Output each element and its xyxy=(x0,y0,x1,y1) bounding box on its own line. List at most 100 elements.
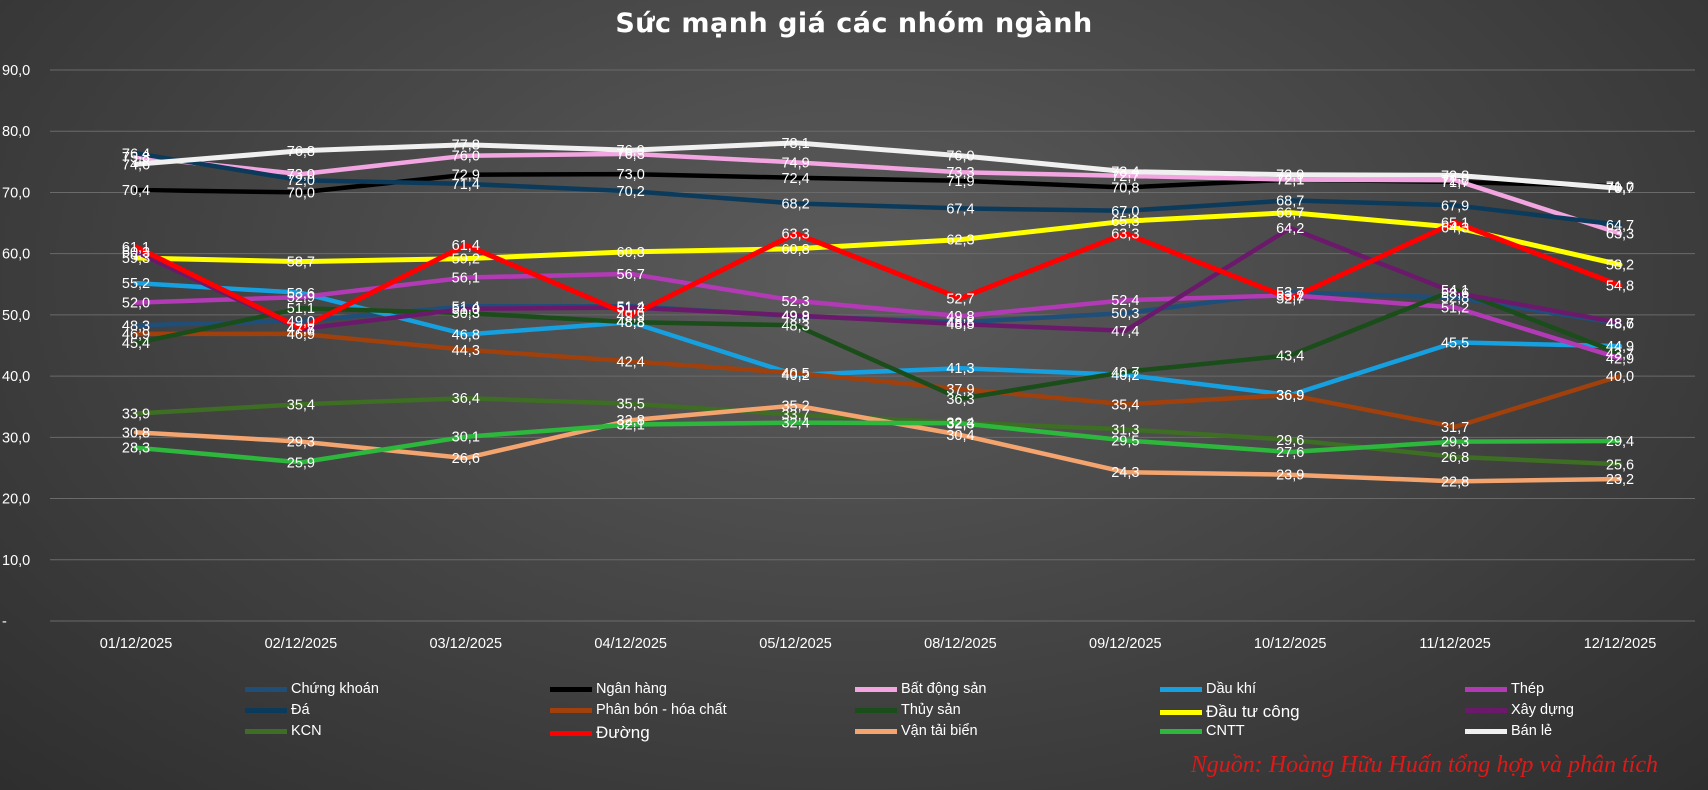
data-label: 36,4 xyxy=(452,391,480,407)
data-label: 51,2 xyxy=(617,301,645,317)
data-label: 33,9 xyxy=(122,406,150,422)
data-label: 51,1 xyxy=(287,301,315,317)
data-label: 52,3 xyxy=(781,294,809,310)
data-label: 24,3 xyxy=(1111,465,1139,481)
data-label: 35,4 xyxy=(1111,397,1139,413)
data-label: 47,7 xyxy=(287,322,315,338)
data-label: 32,4 xyxy=(946,416,974,432)
data-label: 44,9 xyxy=(1606,339,1634,355)
data-label: 70,2 xyxy=(617,184,645,200)
data-label: 58,2 xyxy=(1606,258,1634,274)
data-label: 40,5 xyxy=(781,366,809,382)
legend-item: Chứng khoán xyxy=(245,681,379,697)
data-label: 60,3 xyxy=(617,245,645,261)
y-tick-label: 50,0 xyxy=(2,308,30,324)
data-label: 76,0 xyxy=(452,149,480,165)
series-line xyxy=(133,280,1623,398)
data-label: 64,3 xyxy=(1441,220,1469,236)
data-label: 32,1 xyxy=(617,417,645,433)
data-label: 65,3 xyxy=(1111,214,1139,230)
data-label: 48,3 xyxy=(781,318,809,334)
data-label: 41,3 xyxy=(946,361,974,377)
legend-swatch xyxy=(1160,709,1202,715)
legend-label: Bất động sản xyxy=(901,681,987,697)
data-label: 68,7 xyxy=(1276,193,1304,209)
data-label: 52,0 xyxy=(122,296,150,312)
y-tick-label: 70,0 xyxy=(2,185,30,201)
legend-swatch xyxy=(1160,686,1202,692)
data-label: 61,1 xyxy=(122,240,150,256)
data-label: 47,4 xyxy=(1111,324,1139,340)
data-label: 31,3 xyxy=(1111,422,1139,438)
data-label: 32,4 xyxy=(781,416,809,432)
data-label: 43,7 xyxy=(1606,346,1634,362)
legend-label: Thép xyxy=(1511,681,1545,697)
data-label: 35,5 xyxy=(617,397,645,413)
data-label: 53,2 xyxy=(1276,288,1304,304)
x-tick-label: 01/12/2025 xyxy=(100,636,173,652)
data-label: 73,3 xyxy=(946,165,974,181)
data-label: 42,4 xyxy=(617,354,645,370)
data-label: 52,8 xyxy=(1441,291,1469,307)
data-label: 48,3 xyxy=(122,318,150,334)
data-label: 48,5 xyxy=(946,317,974,333)
data-label: 36,9 xyxy=(1276,388,1304,404)
legend-swatch xyxy=(1465,686,1507,692)
y-tick-label: - xyxy=(2,614,7,630)
data-label: 23,2 xyxy=(1606,472,1634,488)
data-label: 43,4 xyxy=(1276,348,1304,364)
data-label: 26,6 xyxy=(452,451,480,467)
data-label: 42,9 xyxy=(1606,351,1634,367)
legend-item: Bất động sản xyxy=(855,681,986,697)
data-label: 29,5 xyxy=(1111,433,1139,449)
data-label: 56,1 xyxy=(452,271,480,287)
data-label: 29,4 xyxy=(1606,434,1634,450)
legend-item: KCN xyxy=(245,723,322,739)
legend-item: Ngân hàng xyxy=(550,681,667,697)
data-label: 67,4 xyxy=(946,201,974,217)
legend-item: Thép xyxy=(1465,681,1544,697)
data-label: 30,8 xyxy=(122,425,150,441)
line-chart-plot: - 10,0 20,0 30,0 40,0 50,0 60,0 70,0 80,0 90,0 01/… xyxy=(2,63,1695,652)
data-label: 72,7 xyxy=(1111,169,1139,185)
legend-item: Dầu khí xyxy=(1160,681,1256,697)
data-label: 33,7 xyxy=(781,408,809,424)
y-tick-label: 60,0 xyxy=(2,247,30,263)
data-label: 71,4 xyxy=(452,177,480,193)
data-label: 72,4 xyxy=(781,171,809,187)
data-label: 70,8 xyxy=(1111,181,1139,197)
legend-swatch xyxy=(550,686,592,692)
series-line xyxy=(133,420,1623,465)
data-label: 58,7 xyxy=(287,255,315,271)
data-label: 31,7 xyxy=(1441,420,1469,436)
legend-swatch xyxy=(245,707,287,713)
legend-item: Đá xyxy=(245,702,310,718)
data-label: 71,7 xyxy=(1441,175,1469,191)
y-tick-label: 90,0 xyxy=(2,63,30,79)
data-label: 53,6 xyxy=(287,286,315,302)
data-label: 72,8 xyxy=(1441,168,1469,184)
x-tick-label: 08/12/2025 xyxy=(924,636,997,652)
data-label: 40,0 xyxy=(1606,369,1634,385)
data-label: 66,7 xyxy=(1276,206,1304,222)
data-label: 72,1 xyxy=(1276,173,1304,189)
x-tick-label: 11/12/2025 xyxy=(1419,636,1491,652)
data-label: 56,7 xyxy=(617,267,645,283)
data-label: 36,9 xyxy=(1276,388,1304,404)
data-label: 71,0 xyxy=(1606,179,1634,195)
legend-label: CNTT xyxy=(1206,723,1245,739)
legend-swatch xyxy=(855,728,897,734)
data-label: 55,2 xyxy=(122,276,150,292)
data-label: 73,4 xyxy=(1111,165,1139,181)
legend-label: Dầu khí xyxy=(1206,681,1256,697)
data-label: 46,9 xyxy=(122,327,150,343)
data-label: 32,3 xyxy=(946,416,974,432)
data-label: 71,9 xyxy=(946,174,974,190)
legend-swatch xyxy=(245,686,287,692)
data-label: 48,7 xyxy=(1606,316,1634,332)
data-label: 63,3 xyxy=(781,226,809,242)
data-label: 36,3 xyxy=(946,392,974,408)
legend-label: Xây dựng xyxy=(1511,702,1574,718)
legend-swatch xyxy=(245,728,287,734)
